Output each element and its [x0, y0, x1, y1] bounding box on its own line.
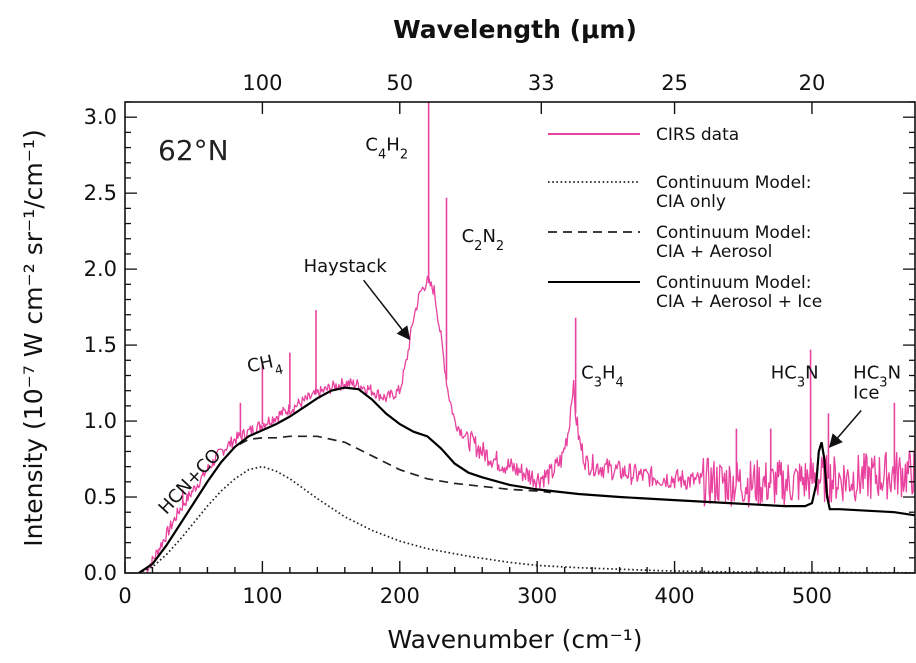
y-tick-label: 0.5 [84, 485, 117, 509]
legend-text: Continuum Model: [656, 173, 812, 193]
top-tick-label: 50 [386, 71, 413, 95]
annotation-c4h2: C4H2 [365, 135, 408, 163]
legend-entry-cia-aerosol: Continuum Model:CIA + Aerosol [548, 223, 812, 262]
series-line-cia-aerosol-ice [138, 386, 915, 573]
x-tick-label: 200 [380, 584, 420, 608]
plot-frame [124, 101, 916, 574]
series-line-cia [138, 465, 915, 573]
x-tick-label: 400 [655, 584, 695, 608]
y-tick-label: 1.5 [84, 333, 117, 357]
x-tick-label: 500 [792, 584, 832, 608]
annotation-c3h4: C3H4 [581, 363, 624, 391]
annotation-text: CH4 [245, 350, 284, 384]
x-tick-label: 100 [242, 584, 282, 608]
axes-layer: 0 100 200 300 400 500 0.0 0.5 1.0 1.5 2.0 2.5 3.0 100… [84, 71, 916, 608]
legend-text: Continuum Model: [656, 273, 812, 293]
annotation-text: HC3N [771, 363, 819, 391]
y-tick-label: 2.0 [84, 257, 117, 281]
y-axis-title: Intensity (10⁻⁷ W cm⁻² sr⁻¹/cm⁻¹) [19, 129, 48, 546]
legend-text: CIA + Aerosol + Ice [656, 292, 822, 312]
annotation-text: Haystack [304, 256, 388, 277]
legend-entry-cia-aerosol-ice: Continuum Model:CIA + Aerosol + Ice [548, 273, 822, 312]
annotation-arrow-hc3n-ice [828, 410, 862, 448]
y-tick-label: 2.5 [84, 181, 117, 205]
annotation-text: C2N2 [462, 226, 505, 254]
annotation-text: C3H4 [581, 363, 624, 391]
y-tick-label: 1.0 [84, 409, 117, 433]
legend-entry-cia: Continuum Model:CIA only [548, 173, 812, 212]
top-tick-label: 20 [799, 71, 826, 95]
legend-text: CIRS data [656, 125, 739, 145]
top-tick-label: 100 [242, 71, 282, 95]
y-tick-label: 0.0 [84, 561, 117, 585]
region-label: 62°N [158, 134, 229, 167]
annotation-text: Ice [853, 383, 879, 404]
x-tick-label: 300 [517, 584, 557, 608]
top-axis-title: Wavelength (μm) [393, 15, 637, 44]
legend-text: Continuum Model: [656, 223, 812, 243]
annotation-c2n2: C2N2 [462, 226, 505, 254]
annotation-haystack: Haystack [304, 256, 388, 277]
series-line-cirs-data [145, 275, 915, 573]
annotation-ch4: CH4 [245, 350, 284, 384]
x-axis-title: Wavenumber (cm⁻¹) [388, 625, 643, 654]
annotation-hc3n: HC3N [771, 363, 819, 391]
series-layer [138, 102, 915, 573]
x-tick-label: 0 [118, 584, 131, 608]
legend-entry-cirs: CIRS data [548, 125, 739, 145]
y-tick-label: 3.0 [84, 105, 117, 129]
legend-text: CIA + Aerosol [656, 242, 772, 262]
annotation-text: C4H2 [365, 135, 408, 163]
top-tick-label: 33 [528, 71, 555, 95]
annotation-text: HC3N [853, 363, 901, 391]
top-tick-label: 25 [661, 71, 688, 95]
legend-text: CIA only [656, 192, 726, 212]
annotation-arrow-haystack [363, 279, 411, 341]
